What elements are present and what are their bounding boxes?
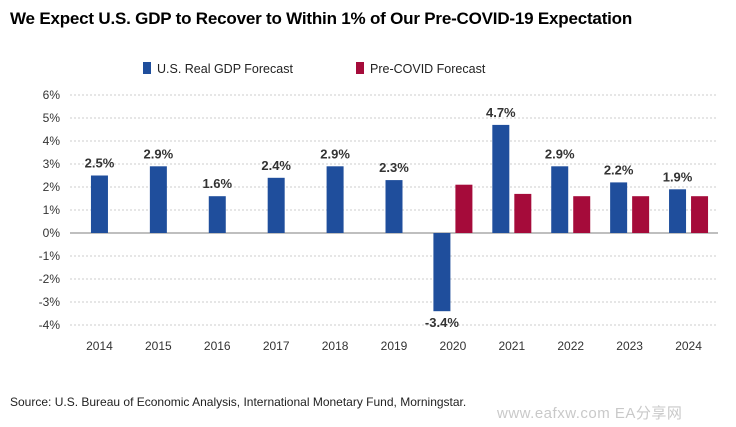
data-label-2020: -3.4% — [425, 315, 459, 330]
legend-label-pre-covid: Pre-COVID Forecast — [370, 62, 486, 76]
x-tick-label: 2017 — [263, 339, 290, 353]
x-tick-label: 2019 — [381, 339, 408, 353]
bar-pre-covid-2022 — [573, 196, 591, 233]
bar-us-real-gdp-2020 — [433, 233, 451, 312]
bar-us-real-gdp-2022 — [551, 166, 569, 233]
y-tick-label: 4% — [43, 134, 61, 148]
data-label-2017: 2.4% — [261, 158, 291, 173]
x-tick-label: 2024 — [675, 339, 702, 353]
y-tick-label: 2% — [43, 180, 61, 194]
data-labels: 2.5% 2.9% 1.6% 2.4% 2.9% 2.3% -3.4% 4.7% 2.9% 2.2… — [85, 105, 693, 330]
x-tick-label: 2021 — [498, 339, 525, 353]
chart-title: We Expect U.S. GDP to Recover to Within … — [10, 9, 633, 28]
bar-pre-covid-2020 — [455, 184, 473, 233]
data-label-2016: 1.6% — [202, 176, 232, 191]
y-tick-label: -2% — [39, 272, 61, 286]
y-tick-label: 0% — [43, 226, 61, 240]
y-tick-label: -4% — [39, 318, 61, 332]
y-tick-label: -3% — [39, 295, 61, 309]
bar-pre-covid-2023 — [632, 196, 650, 233]
bar-us-real-gdp-2019 — [385, 180, 403, 233]
legend-swatch-us-real-gdp — [143, 62, 151, 74]
bar-us-real-gdp-2016 — [208, 196, 226, 233]
y-tick-label: -1% — [39, 249, 61, 263]
x-axis-ticks: 2014 2015 2016 2017 2018 2019 2020 2021 2022 2023… — [86, 339, 702, 353]
bar-us-real-gdp-2023 — [610, 182, 628, 233]
x-tick-label: 2016 — [204, 339, 231, 353]
legend-label-us-real-gdp: U.S. Real GDP Forecast — [157, 62, 293, 76]
bar-us-real-gdp-2017 — [267, 177, 285, 233]
x-tick-label: 2015 — [145, 339, 172, 353]
bar-us-real-gdp-2021 — [492, 124, 510, 233]
bar-us-real-gdp-2015 — [149, 166, 167, 233]
x-tick-label: 2018 — [322, 339, 349, 353]
x-tick-label: 2022 — [557, 339, 584, 353]
y-tick-label: 6% — [43, 88, 61, 102]
data-label-2023: 2.2% — [604, 162, 634, 177]
y-tick-label: 3% — [43, 157, 61, 171]
source-note: Source: U.S. Bureau of Economic Analysis… — [10, 395, 467, 409]
y-tick-label: 5% — [43, 111, 61, 125]
data-label-2021: 4.7% — [486, 105, 516, 120]
x-tick-label: 2023 — [616, 339, 643, 353]
watermark: www.eafxw.com EA分享网 — [497, 405, 683, 422]
data-label-2018: 2.9% — [320, 146, 350, 161]
y-tick-label: 1% — [43, 203, 61, 217]
y-axis-ticks: 6% 5% 4% 3% 2% 1% 0% -1% -2% -3% -4% — [39, 88, 61, 332]
data-label-2015: 2.9% — [144, 146, 174, 161]
bar-us-real-gdp-2018 — [326, 166, 344, 233]
data-label-2024: 1.9% — [663, 169, 693, 184]
gridlines — [70, 94, 718, 326]
legend: U.S. Real GDP Forecast Pre-COVID Forecas… — [143, 62, 486, 76]
data-label-2022: 2.9% — [545, 146, 575, 161]
x-tick-label: 2020 — [440, 339, 467, 353]
bar-pre-covid-2021 — [514, 193, 532, 233]
legend-swatch-pre-covid — [356, 62, 364, 74]
bar-pre-covid-2024 — [691, 196, 709, 233]
data-label-2014: 2.5% — [85, 156, 115, 171]
x-tick-label: 2014 — [86, 339, 113, 353]
bar-us-real-gdp-2014 — [90, 175, 108, 233]
bars — [90, 124, 709, 312]
data-label-2019: 2.3% — [379, 160, 409, 175]
bar-us-real-gdp-2024 — [669, 189, 687, 233]
